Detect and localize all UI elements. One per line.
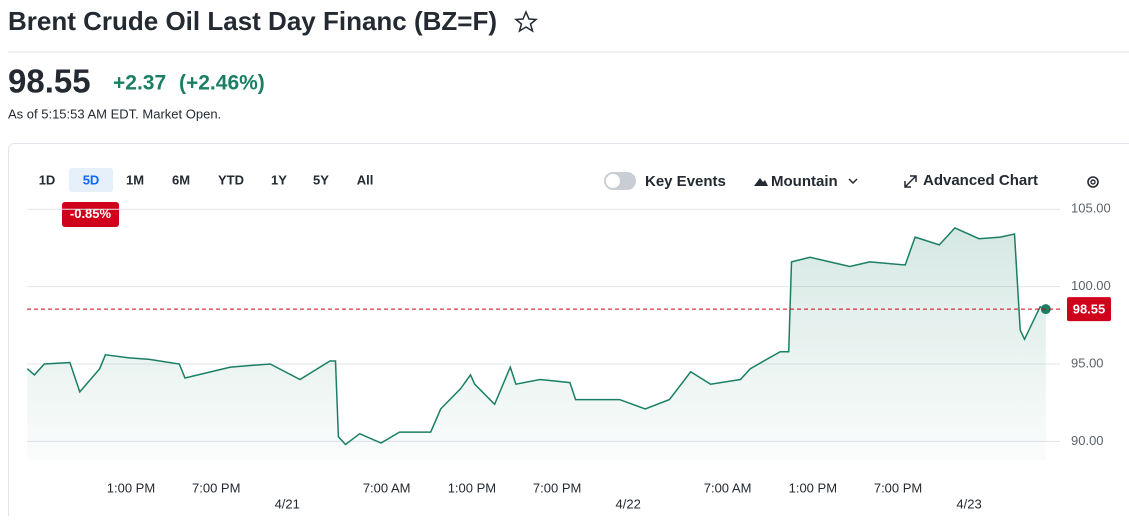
- range-change: -0.85%: [70, 206, 112, 221]
- chart-style[interactable]: Mountain: [771, 173, 838, 190]
- x-tick-label: 7:00 PM: [874, 480, 922, 495]
- date-tick-label: 4/22: [616, 496, 641, 511]
- advanced-chart[interactable]: Advanced Chart: [923, 172, 1038, 189]
- x-tick-label: 1:00 PM: [448, 480, 496, 495]
- price: 98.55: [8, 63, 91, 100]
- range-tab[interactable]: 1M: [126, 172, 144, 187]
- range-tab[interactable]: YTD: [218, 172, 244, 187]
- x-tick-label: 7:00 PM: [192, 480, 240, 495]
- y-tick-label: 105.00: [1071, 201, 1111, 216]
- range-tab[interactable]: 1Y: [271, 172, 287, 187]
- x-tick-label: 7:00 AM: [363, 480, 411, 495]
- y-tick-label: 100.00: [1071, 278, 1111, 293]
- as-of: As of 5:15:53 AM EDT. Market Open.: [8, 106, 221, 121]
- x-tick-label: 7:00 PM: [533, 480, 581, 495]
- watchlist-star[interactable]: [516, 12, 536, 31]
- x-tick-label: 7:00 AM: [704, 480, 752, 495]
- price-change: +2.37: [113, 72, 166, 95]
- y-tick-label: 95.00: [1071, 355, 1104, 370]
- x-tick-label: 1:00 PM: [107, 480, 155, 495]
- date-tick-label: 4/23: [956, 496, 981, 511]
- y-tick-label: 90.00: [1071, 433, 1104, 448]
- range-tab[interactable]: 5Y: [313, 172, 329, 187]
- toggle-knob: [606, 174, 620, 188]
- key-events-label[interactable]: Key Events: [645, 173, 726, 190]
- range-tab[interactable]: 1D: [39, 172, 56, 187]
- range-tab[interactable]: 6M: [172, 172, 190, 187]
- quote-title: Brent Crude Oil Last Day Financ (BZ=F): [8, 6, 497, 36]
- date-tick-label: 4/21: [275, 496, 300, 511]
- x-tick-label: 1:00 PM: [789, 480, 837, 495]
- range-tab[interactable]: 5D: [83, 172, 100, 187]
- range-tab[interactable]: All: [357, 172, 374, 187]
- price-change-percent: (+2.46%): [179, 72, 265, 95]
- reference-label: 98.55: [1073, 302, 1106, 317]
